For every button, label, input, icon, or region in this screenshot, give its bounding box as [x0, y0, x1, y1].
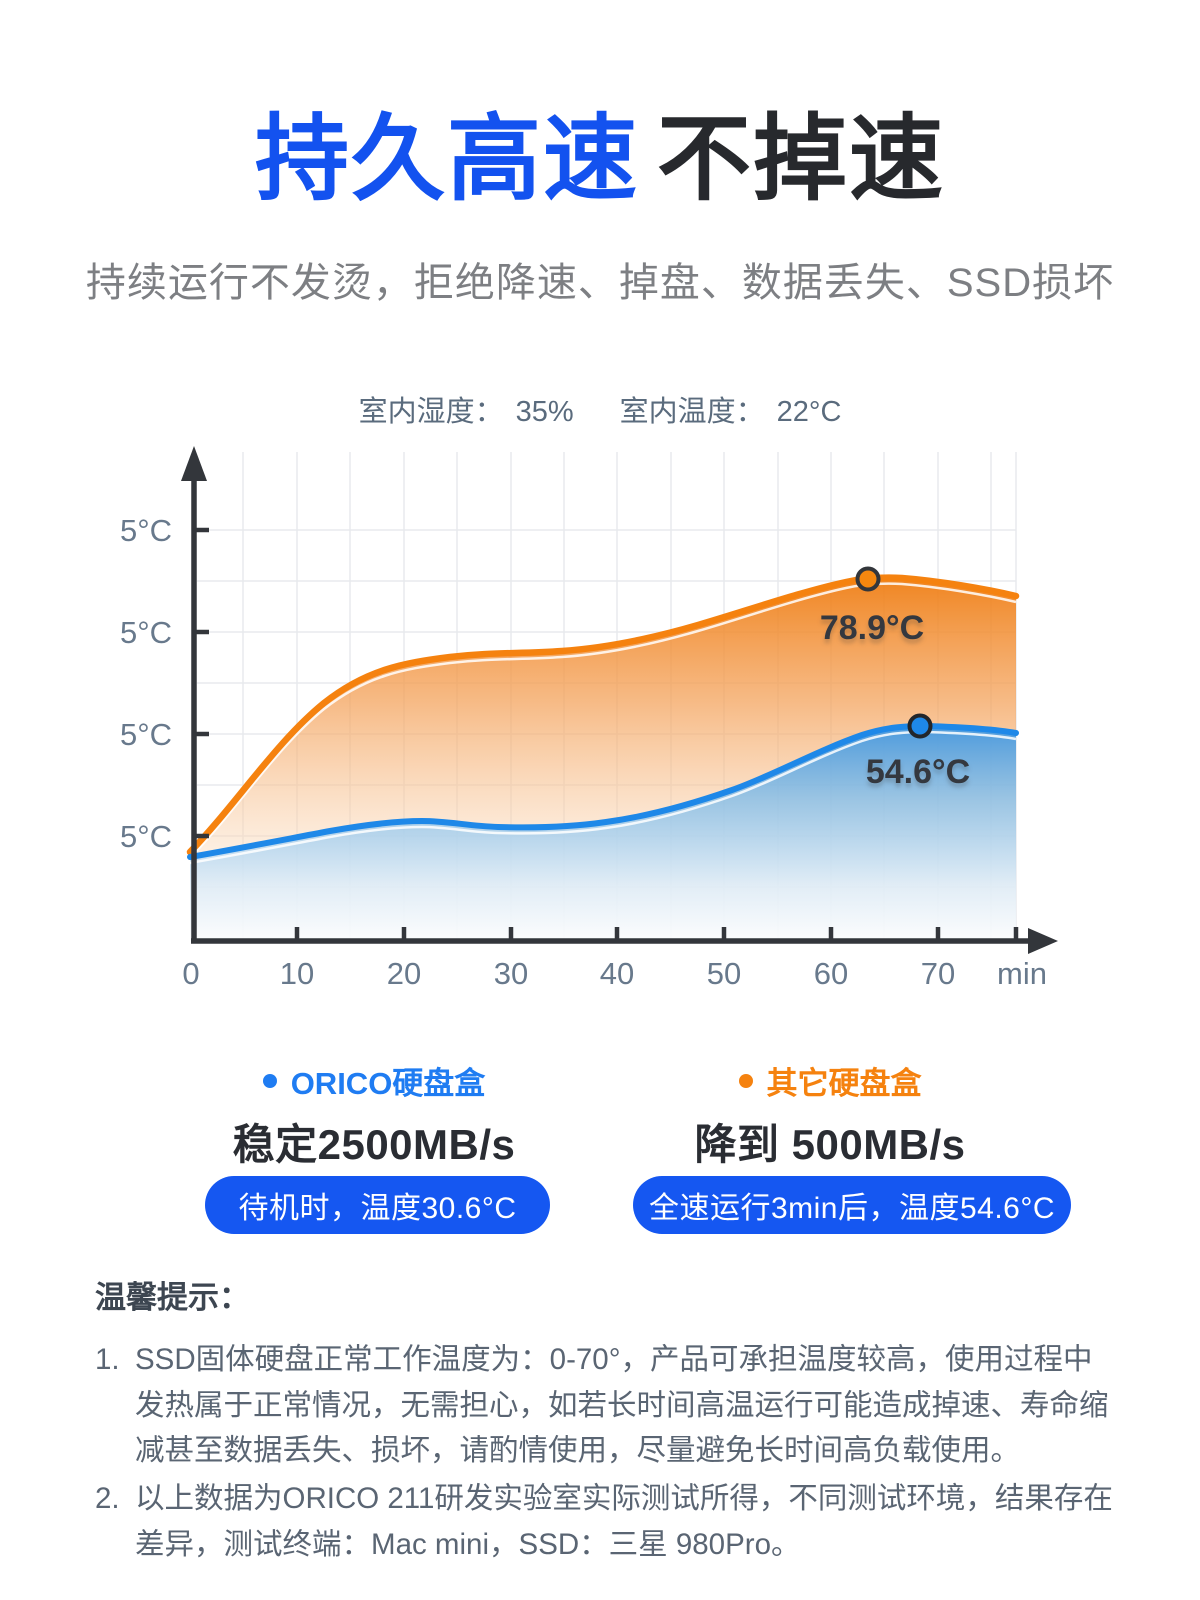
environment-conditions: 室内湿度： 35% 室内温度： 22°C [0, 388, 1200, 430]
other-line-highlight [189, 582, 1017, 859]
x-tick-label: 60 [814, 956, 848, 991]
humidity-value: 35% [515, 396, 574, 428]
legend-other-speed: 降到 500MB/s [694, 1121, 966, 1168]
y-axis-labels: 95°C 75°C 55°C 35°C [120, 513, 172, 854]
humidity-pair: 室内湿度： 35% [359, 388, 574, 430]
x-tick-label: 70 [921, 956, 955, 991]
page-title: 持久高速 不掉速 [0, 96, 1200, 223]
x-tick-label: 10 [280, 956, 314, 991]
other-peak-label: 78.9°C [820, 609, 924, 647]
y-tick-label: 55°C [120, 717, 172, 752]
orico-bullet-icon [262, 1073, 277, 1088]
x-axis-labels: 0 10 20 30 40 50 60 70 min [182, 956, 1047, 991]
legend-orico-row: ORICO硬盘盒 [174, 1058, 574, 1103]
page-title-rest: 不掉速 [657, 106, 946, 211]
humidity-label: 室内湿度： [358, 396, 504, 428]
room-temp-label: 室内温度： [619, 396, 765, 428]
series-other-line [186, 574, 1020, 856]
notes-section: 温馨提示： 1. SSD固体硬盘正常工作温度为：0-70°，产品可承担温度较高，… [95, 1272, 1113, 1570]
orico-peak-label: 54.6°C [866, 753, 970, 791]
series-orico-line [187, 722, 1019, 860]
callout-pill-fullspeed: 全速运行3min后，温度54.6°C [633, 1176, 1071, 1234]
axes [181, 446, 1058, 954]
orico-peak-marker [907, 713, 933, 739]
orico-line-highlight [189, 730, 1017, 865]
legend-orico-speed: 稳定2500MB/s [232, 1121, 516, 1168]
other-bullet-icon [738, 1073, 753, 1088]
legend-orico-label: ORICO硬盘盒 [290, 1066, 486, 1101]
page-title-highlight: 持久高速 [254, 106, 639, 211]
y-tick-label: 95°C [120, 513, 172, 548]
x-tick-label: 0 [182, 956, 199, 991]
legend-other-label: 其它硬盘盒 [766, 1066, 922, 1101]
notes-header: 温馨提示： [95, 1280, 250, 1315]
x-tick-label: 50 [707, 956, 741, 991]
note-item-number: 2. [95, 1482, 120, 1516]
callout-pill-standby: 待机时，温度30.6°C [205, 1176, 550, 1234]
x-tick-label: 30 [494, 956, 528, 991]
note-item: 1. SSD固体硬盘正常工作温度为：0-70°，产品可承担温度较高，使用过程中发… [95, 1337, 1113, 1474]
page-subtitle: 持续运行不发烫，拒绝降速、掉盘、数据丢失、SSD损坏 [85, 261, 1115, 305]
note-item-text: SSD固体硬盘正常工作温度为：0-70°，产品可承担温度较高，使用过程中发热属于… [135, 1343, 1109, 1468]
legend-orico: ORICO硬盘盒 稳定2500MB/s [174, 1058, 574, 1172]
legend-other-row: 其它硬盘盒 [620, 1058, 1040, 1103]
room-temp-pair: 室内温度： 22°C [620, 388, 842, 430]
y-tick-label: 35°C [120, 819, 172, 854]
y-tick-label: 75°C [120, 615, 172, 650]
x-axis-unit: min [997, 956, 1047, 991]
legend-other: 其它硬盘盒 降到 500MB/s [620, 1058, 1040, 1172]
note-item-text: 以上数据为ORICO 211研发实验室实际测试所得，不同测试环境，结果存在差异，… [135, 1482, 1113, 1561]
note-item: 2. 以上数据为ORICO 211研发实验室实际测试所得，不同测试环境，结果存在… [95, 1476, 1113, 1567]
note-item-number: 1. [95, 1343, 120, 1376]
x-tick-label: 40 [600, 956, 634, 991]
other-peak-marker [855, 566, 881, 592]
temperature-chart: 95°C 75°C 55°C 35°C 0 10 20 30 40 50 60 … [120, 446, 1058, 991]
x-tick-label: 20 [387, 956, 421, 991]
series-orico-area [190, 726, 1016, 941]
room-temp-value: 22°C [776, 396, 842, 428]
